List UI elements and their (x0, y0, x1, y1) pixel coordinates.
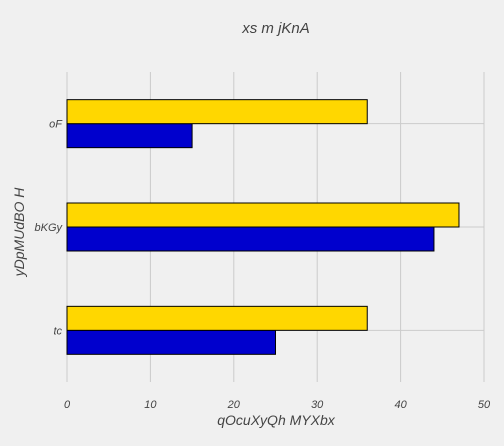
y-axis-label: yDpMUdBO H (11, 187, 27, 278)
bar-series1-bKGy (67, 227, 434, 251)
x-tick-label: 40 (394, 399, 407, 411)
bar-series2-bKGy (67, 203, 459, 227)
x-tick-label: 10 (144, 399, 157, 411)
bar-series2-oF (67, 100, 367, 124)
x-tick-label: 50 (478, 399, 491, 411)
bar-series1-oF (67, 124, 192, 148)
y-tick-label: tc (53, 325, 62, 337)
x-axis-label: qOcuXyQh MYXbx (217, 412, 335, 428)
bar-series2-tc (67, 306, 367, 330)
chart-title: xs m jKnA (241, 20, 310, 37)
x-tick-label: 20 (227, 399, 241, 411)
x-tick-label: 30 (311, 399, 324, 411)
y-tick-label: oF (49, 119, 63, 131)
y-tick-label: bKGy (34, 222, 63, 234)
bar-series1-tc (67, 330, 276, 354)
x-tick-label: 0 (64, 399, 71, 411)
